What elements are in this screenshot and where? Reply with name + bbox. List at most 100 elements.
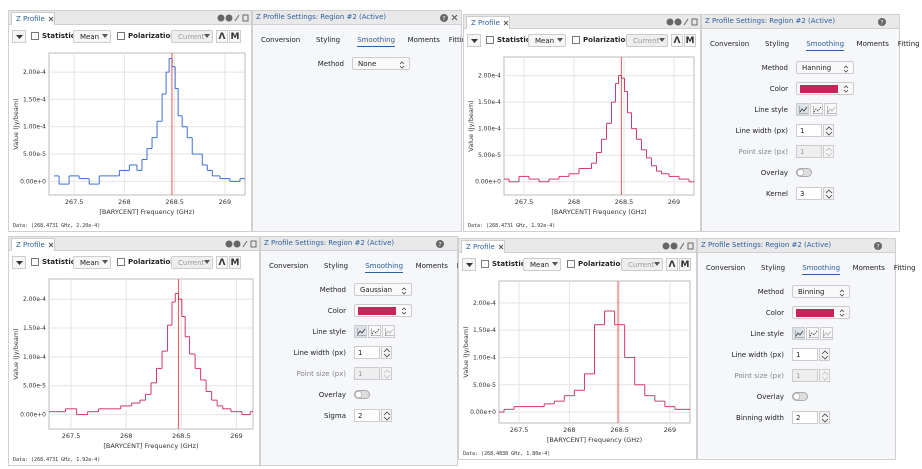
color-swatch [800,85,838,93]
line-style-button[interactable] [820,327,833,340]
y-tick-label: 1.50e-4 [23,325,46,332]
number-input[interactable]: 1 [354,346,380,359]
field-label: Line width (px) [735,127,788,135]
number-input[interactable]: 1 [792,348,818,361]
select[interactable]: Hanning [796,61,854,74]
settings-tab[interactable]: Fitting [448,36,471,44]
settings-tab[interactable]: Smoothing [802,264,841,275]
x-tick-label: 268.5 [615,198,634,206]
settings-tab[interactable]: Conversion [710,40,750,48]
select: Current [626,34,668,47]
field-label: Line style [312,328,346,336]
x-tick-label: 267.5 [65,198,84,206]
line-style-button[interactable] [810,103,823,116]
x-tick-label: 269 [230,432,242,440]
settings-tab[interactable]: Conversion [706,264,746,272]
field-label: Method [319,286,346,294]
chevrons [383,411,391,421]
field-label: Point size (px) [738,148,788,156]
settings-panel: Z Profile Settings: Region #2 (Active)? C… [252,10,471,232]
select: Current [621,258,663,271]
spinner [819,348,830,361]
line-style-button[interactable] [382,325,395,338]
caret [471,39,478,43]
settings-tab[interactable]: Moments [856,40,889,48]
settings-tab[interactable]: Smoothing [365,262,404,273]
settings-title: Z Profile Settings: Region #2 (Active) [705,17,836,25]
menu-dropdown [12,30,26,43]
line-style-icon [823,330,832,338]
number-input[interactable]: 2 [792,411,818,424]
color-picker[interactable] [792,306,850,319]
settings-tab[interactable]: Styling [761,264,786,272]
settings-tab[interactable]: Smoothing [806,40,845,51]
settings-panel: Z Profile Settings: Region #2 (Active)? C… [697,238,916,460]
color-picker[interactable] [796,82,854,95]
line-style-button[interactable] [796,103,809,116]
settings-tab[interactable]: Conversion [269,262,309,270]
settings-tab[interactable]: Styling [324,262,349,270]
line-style-button[interactable] [824,103,837,116]
spinner [823,124,834,137]
caret [843,65,849,73]
field-label: Line style [750,330,784,338]
window-icons [666,18,698,26]
x-tick-label: 268.5 [165,198,184,206]
profile-panel: Z Profile Statistic Mean Polarization Curren… [458,238,697,460]
toolbar-button: M [229,256,241,269]
chevrons [821,350,829,360]
settings-tab[interactable]: Styling [316,36,341,44]
select: Mean [523,258,561,271]
settings-tab[interactable]: Conversion [261,36,301,44]
caret [401,287,407,295]
y-tick-label: 0.00e+0 [475,179,501,186]
x-axis-label: [BARYCENT] Frequency (GHz) [551,208,646,216]
footer: Data: (268.4838 GHz, 1.80e-4) [463,451,551,457]
select[interactable]: Binning [792,285,850,298]
field-label: Color [769,85,788,93]
line-style-icon [357,328,366,336]
svg-text:?: ? [438,242,441,249]
label: Statistic [492,260,525,268]
settings-header: Z Profile Settings: Region #2 (Active)? [702,15,899,29]
x-tick-label: 268 [563,426,575,434]
checkbox [486,36,494,44]
label: Polarization [578,260,626,268]
tab-close [503,20,509,26]
settings-tab[interactable]: Fitting [893,264,916,272]
settings-tab[interactable]: Styling [765,40,790,48]
settings-tab[interactable]: Smoothing [357,36,396,47]
settings-title: Z Profile Settings: Region #2 (Active) [264,239,395,247]
number-input[interactable]: 3 [796,187,822,200]
line-style-button[interactable] [792,327,805,340]
menu-dropdown [12,256,26,269]
field-label: Line style [754,106,788,114]
x-tick-label: 269 [219,198,231,206]
field-label: Overlay [318,391,346,399]
checkbox [117,258,125,266]
checkbox [31,32,39,40]
x-tick-label: 269 [668,198,680,206]
caret [843,85,849,93]
settings-panel: Z Profile Settings: Region #2 (Active)? C… [260,236,479,466]
chart: 0.00e+0 5.00e-5 1.00e-4 1.50e-4 2.00e-4 267.5… [462,280,691,444]
number-input[interactable]: 1 [792,369,818,382]
line-style-icon [827,106,836,114]
number-input[interactable]: 1 [796,124,822,137]
select[interactable]: None [352,57,410,70]
tab-bar: Z Profile [459,239,696,253]
settings-tab[interactable]: Fitting [897,40,920,48]
number-input[interactable]: 1 [796,145,822,158]
settings-tab[interactable]: Moments [407,36,440,44]
settings-title: Z Profile Settings: Region #2 (Active) [256,13,387,21]
select[interactable]: Gaussian [354,283,412,296]
color-picker[interactable] [354,304,412,317]
settings-tab[interactable]: Moments [852,264,885,272]
number-input[interactable]: 2 [354,409,380,422]
line-style-button[interactable] [368,325,381,338]
number-input[interactable]: 1 [354,367,380,380]
settings-tab[interactable]: Moments [415,262,448,270]
line-style-button[interactable] [806,327,819,340]
select: Mean [528,34,566,47]
line-style-button[interactable] [354,325,367,338]
